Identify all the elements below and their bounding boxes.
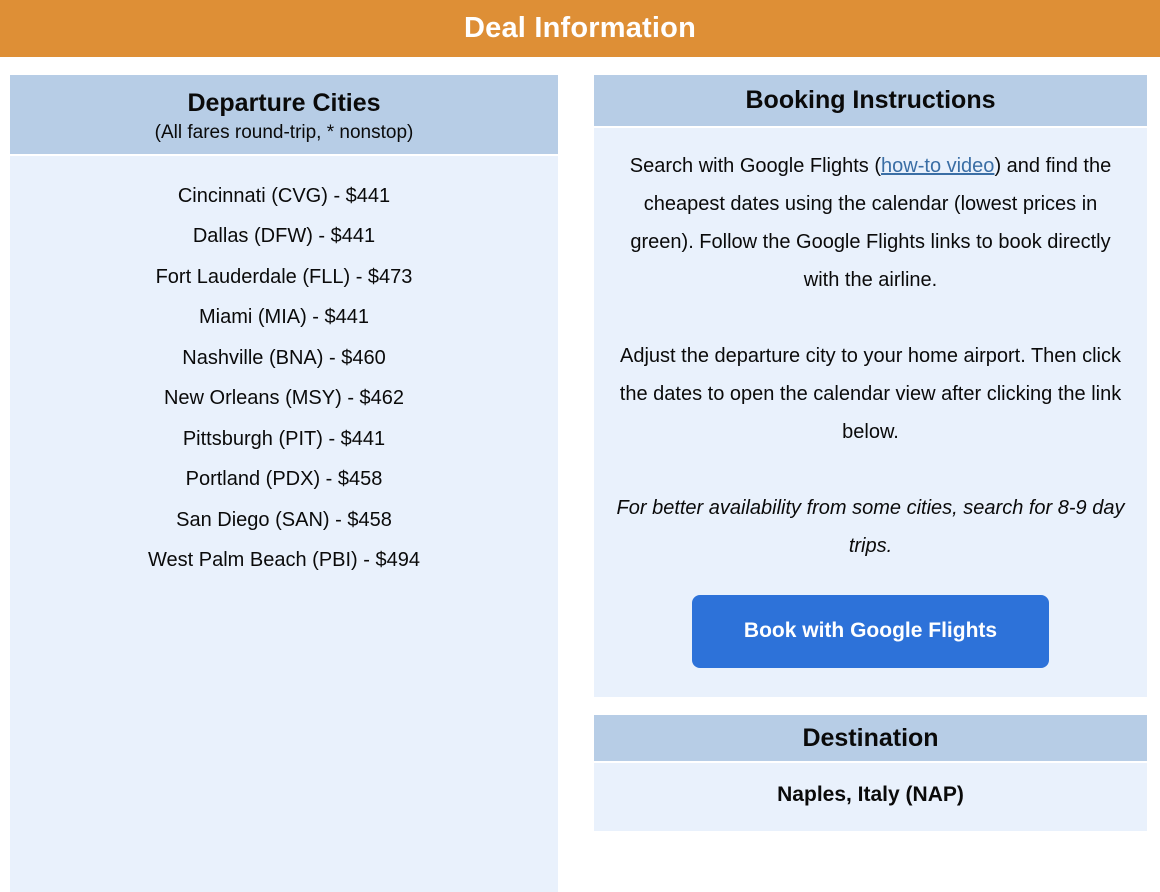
destination-title: Destination: [802, 723, 939, 752]
list-item: Pittsburgh (PIT) - $441: [182, 427, 386, 450]
city-fare-list: Cincinnati (CVG) - $441 Dallas (DFW) - $…: [10, 156, 558, 591]
departure-cities-title: Departure Cities: [187, 89, 381, 117]
right-column: Booking Instructions Search with Google …: [594, 75, 1147, 892]
list-item: Nashville (BNA) - $460: [182, 346, 386, 369]
list-item: Fort Lauderdale (FLL) - $473: [155, 265, 413, 288]
main-content: Departure Cities (All fares round-trip, …: [0, 75, 1160, 892]
booking-instructions-header: Booking Instructions: [594, 75, 1147, 128]
booking-paragraph-1: Search with Google Flights (how-to video…: [616, 147, 1125, 299]
destination-header: Destination: [594, 714, 1147, 763]
booking-instructions-body: Search with Google Flights (how-to video…: [594, 128, 1147, 697]
howto-video-link[interactable]: how-to video: [881, 154, 995, 177]
departure-cities-subtitle: (All fares round-trip, * nonstop): [154, 121, 414, 143]
book-google-flights-button[interactable]: Book with Google Flights: [692, 594, 1049, 668]
list-item: Dallas (DFW) - $441: [192, 225, 376, 247]
booking-paragraph-1-end: ) and find the cheapest dates using the …: [630, 154, 1112, 291]
list-item: Cincinnati (CVG) - $441: [177, 184, 391, 207]
list-item: West Palm Beach (PBI) - $494: [148, 549, 420, 571]
destination-body: Naples, Italy (NAP): [594, 763, 1147, 831]
departure-cities-header: Departure Cities (All fares round-trip, …: [10, 75, 558, 156]
booking-paragraph-2: Adjust the departure city to your home a…: [619, 344, 1122, 443]
list-item: New Orleans (MSY) - $462: [163, 387, 405, 409]
destination-panel: Destination Naples, Italy (NAP): [594, 714, 1147, 831]
list-item: Miami (MIA) - $441: [198, 306, 370, 328]
booking-instructions-title: Booking Instructions: [745, 86, 996, 114]
left-column: Departure Cities (All fares round-trip, …: [10, 75, 558, 892]
page-title: Deal Information: [464, 12, 696, 44]
destination-value: Naples, Italy (NAP): [777, 783, 964, 806]
list-item: Portland (PDX) - $458: [185, 468, 383, 490]
booking-instructions-panel: Booking Instructions Search with Google …: [594, 75, 1147, 697]
booking-paragraph-1-start: Search with Google Flights (: [629, 154, 882, 177]
list-item: San Diego (SAN) - $458: [176, 508, 392, 531]
page-header-bar: Deal Information: [0, 0, 1160, 57]
departure-cities-panel: Departure Cities (All fares round-trip, …: [10, 75, 558, 892]
booking-note: For better availability from some cities…: [616, 496, 1125, 557]
